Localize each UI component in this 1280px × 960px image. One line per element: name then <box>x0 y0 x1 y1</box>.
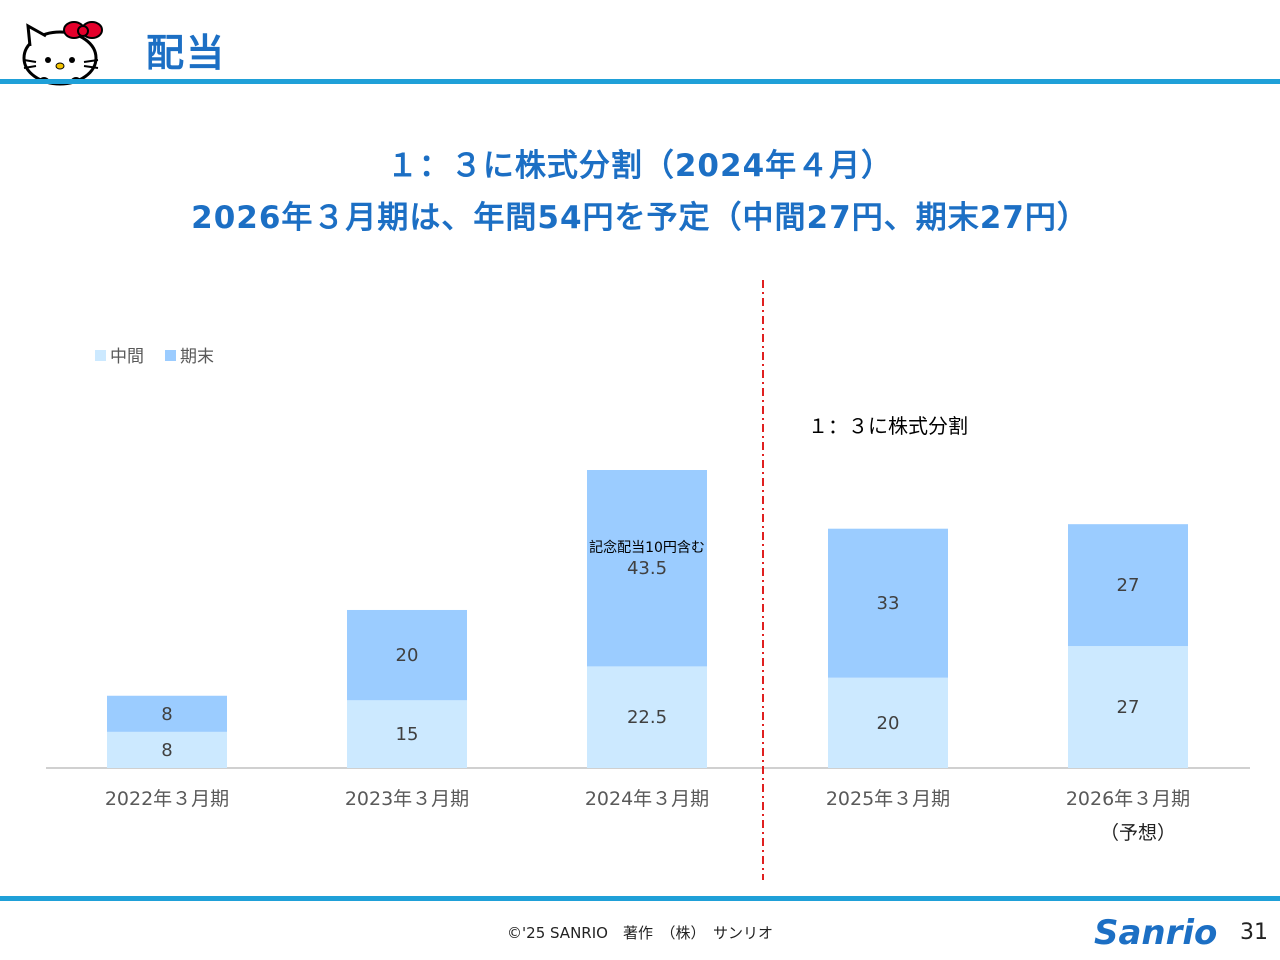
bar-interim-0 <box>107 731 227 768</box>
data-label-interim-3: 20 <box>877 713 900 734</box>
bar-interim-4 <box>1068 646 1188 768</box>
headline-line1: １：３に株式分割（2024年４月） <box>386 148 894 184</box>
dividend-chart: 8 8 2022年３月期 15 20 2023年３月期 22.5 43.5 2024年３月期 20… <box>46 280 1250 880</box>
legend-label-interim: 中間 <box>110 347 144 367</box>
data-label-interim-0: 8 <box>161 740 172 761</box>
bar-interim-2 <box>587 666 707 768</box>
data-label-interim-1: 15 <box>396 724 419 745</box>
header-rule <box>0 79 1280 84</box>
data-label-yearend-2: 43.5 <box>627 558 667 579</box>
data-label-yearend-1: 20 <box>396 645 419 666</box>
annotation-stock-split: １：３に株式分割 <box>808 414 968 438</box>
footer-rule <box>0 896 1280 901</box>
page-number: 31 <box>1240 920 1268 945</box>
data-label-yearend-3: 33 <box>877 593 900 614</box>
bar-yearend-1 <box>347 609 467 701</box>
bar-yearend-4 <box>1068 524 1188 647</box>
bar-yearend-3 <box>828 528 948 678</box>
sanrio-logo-text: Sanrio <box>1094 913 1217 953</box>
legend-swatch-yearend <box>165 350 176 361</box>
data-label-interim-2: 22.5 <box>627 707 667 728</box>
category-label-1: 2023年３月期 <box>345 788 469 810</box>
hello-kitty-logo <box>22 21 103 86</box>
category-sublabel-4: （予想） <box>1100 822 1176 844</box>
data-label-interim-4: 27 <box>1117 697 1140 718</box>
category-label-0: 2022年３月期 <box>105 788 229 810</box>
category-label-4: 2026年３月期 <box>1066 788 1190 810</box>
category-label-3: 2025年３月期 <box>826 788 950 810</box>
data-label-yearend-4: 27 <box>1117 575 1140 596</box>
bar-interim-3 <box>828 677 948 768</box>
legend-swatch-interim <box>95 350 106 361</box>
legend-label-yearend: 期末 <box>180 347 214 367</box>
bar-yearend-2 <box>587 470 707 667</box>
data-label-yearend-0: 8 <box>161 704 172 725</box>
category-label-2: 2024年３月期 <box>585 788 709 810</box>
page-title: 配当 <box>146 31 227 75</box>
headline-line2: 2026年３月期は、年間54円を予定（中間27円、期末27円） <box>191 200 1089 236</box>
bar-yearend-0 <box>107 695 227 732</box>
sanrio-logo: Sanrio <box>1094 913 1217 953</box>
annotation-commemorative: 記念配当10円含む <box>589 539 705 556</box>
bar-interim-1 <box>347 700 467 768</box>
copyright-text: ©'25 SANRIO 著作 （株） サンリオ <box>507 924 773 942</box>
